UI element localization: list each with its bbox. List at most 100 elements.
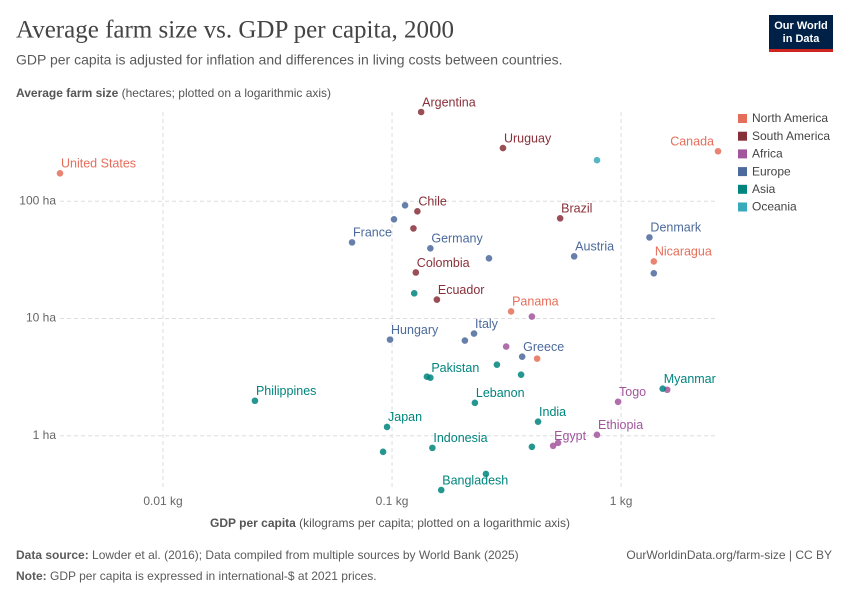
point-label: Japan <box>388 410 422 424</box>
point <box>429 444 436 452</box>
source-text: Lowder et al. (2016); Data compiled from… <box>89 548 519 562</box>
point-label: Ethiopia <box>598 418 643 432</box>
point <box>593 431 601 439</box>
point <box>714 147 722 155</box>
point <box>56 170 64 177</box>
grid: 1 ha 10 ha 100 ha 0.01 kg 0.1 kg 1 kg <box>19 112 718 508</box>
point-label: Hungary <box>391 323 439 337</box>
point <box>614 398 622 406</box>
point <box>554 439 562 447</box>
source: Data source: Lowder et al. (2016); Data … <box>16 548 519 562</box>
point <box>485 255 493 262</box>
point-label: Colombia <box>417 256 470 270</box>
point <box>461 337 469 344</box>
point <box>412 269 420 276</box>
point <box>570 253 578 260</box>
point <box>502 343 510 350</box>
legend-swatch <box>738 149 747 159</box>
x-tick-label: 0.01 kg <box>143 494 182 508</box>
point-label: France <box>353 226 392 240</box>
x-axis-label-rest: (kilograms per capita; plotted on a loga… <box>296 516 570 530</box>
point <box>471 399 479 407</box>
point-label: Myanmar <box>664 372 716 386</box>
x-axis-label: GDP per capita (kilograms per capita; pl… <box>210 516 570 530</box>
point-label: Lebanon <box>476 386 525 400</box>
point <box>533 355 541 362</box>
point <box>528 443 536 451</box>
point-label: Argentina <box>422 95 476 109</box>
y-axis-label-bold: Average farm size <box>16 86 119 100</box>
point <box>650 258 658 265</box>
marks: United States Canada Nicaragua Panama Argent… <box>56 95 722 494</box>
legend-label: Asia <box>752 182 776 196</box>
point-label: Austria <box>575 240 614 254</box>
legend-label: Europe <box>752 164 791 178</box>
point-label: Philippines <box>256 384 316 398</box>
point-label: United States <box>61 157 136 171</box>
point-label: Indonesia <box>433 431 487 445</box>
point-label: Pakistan <box>431 361 479 375</box>
x-tick-label: 1 kg <box>610 494 633 508</box>
point <box>528 313 536 320</box>
point <box>251 397 259 405</box>
logo-text: in Data <box>783 33 821 45</box>
point-label: Canada <box>670 135 714 149</box>
point-label: Chile <box>418 195 447 209</box>
point <box>499 144 507 152</box>
point <box>482 470 490 478</box>
point-label: Uruguay <box>504 131 552 145</box>
point <box>427 245 434 252</box>
point-label: Egypt <box>554 429 586 443</box>
point <box>433 296 441 303</box>
point <box>534 418 542 425</box>
point-label: India <box>539 405 566 419</box>
point <box>386 336 394 343</box>
point-label: Bangladesh <box>442 473 508 487</box>
point-label: Germany <box>431 232 483 246</box>
point <box>423 373 431 381</box>
logo[interactable]: Our World in Data <box>769 15 833 52</box>
legend-label: Oceania <box>752 200 797 214</box>
x-axis-label-bold: GDP per capita <box>210 516 296 530</box>
point-label: Greece <box>523 340 564 354</box>
point <box>593 156 601 164</box>
point-label: Denmark <box>650 221 701 235</box>
y-axis-label: Average farm size (hectares; plotted on … <box>16 86 331 100</box>
point-label: Brazil <box>561 202 592 216</box>
credit[interactable]: OurWorldinData.org/farm-size | CC BY <box>626 548 832 562</box>
note-text: GDP per capita is expressed in internati… <box>47 569 377 583</box>
legend-swatch <box>738 184 747 194</box>
point <box>417 108 425 116</box>
note-bold: Note: <box>16 569 47 583</box>
point <box>379 448 387 456</box>
point <box>507 308 515 315</box>
logo-bar <box>769 49 833 52</box>
legend-label: North America <box>752 111 828 125</box>
legend-swatch <box>738 202 747 212</box>
point <box>401 201 409 209</box>
point <box>410 290 418 297</box>
y-tick-label: 10 ha <box>26 311 56 325</box>
point <box>556 214 564 222</box>
point <box>549 442 557 450</box>
point <box>410 225 417 232</box>
chart-title: Average farm size vs. GDP per capita, 20… <box>16 17 454 44</box>
y-axis-label-rest: (hectares; plotted on a logarithmic axis… <box>118 86 331 100</box>
legend-label: Africa <box>752 147 783 161</box>
point <box>518 353 526 360</box>
logo-text: Our World <box>774 20 828 32</box>
chart-subtitle: GDP per capita is adjusted for inflation… <box>16 52 563 68</box>
point <box>390 215 398 223</box>
point-label: Nicaragua <box>655 245 712 259</box>
point <box>383 423 391 431</box>
point <box>659 385 667 393</box>
point <box>493 361 501 368</box>
y-tick-label: 1 ha <box>33 428 57 442</box>
point <box>646 234 653 241</box>
point <box>348 239 356 246</box>
logo-box <box>769 15 833 52</box>
legend-label: South America <box>752 129 830 143</box>
point-label: Panama <box>512 295 559 309</box>
x-tick-label: 0.1 kg <box>376 494 409 508</box>
legend-swatch <box>738 131 747 141</box>
